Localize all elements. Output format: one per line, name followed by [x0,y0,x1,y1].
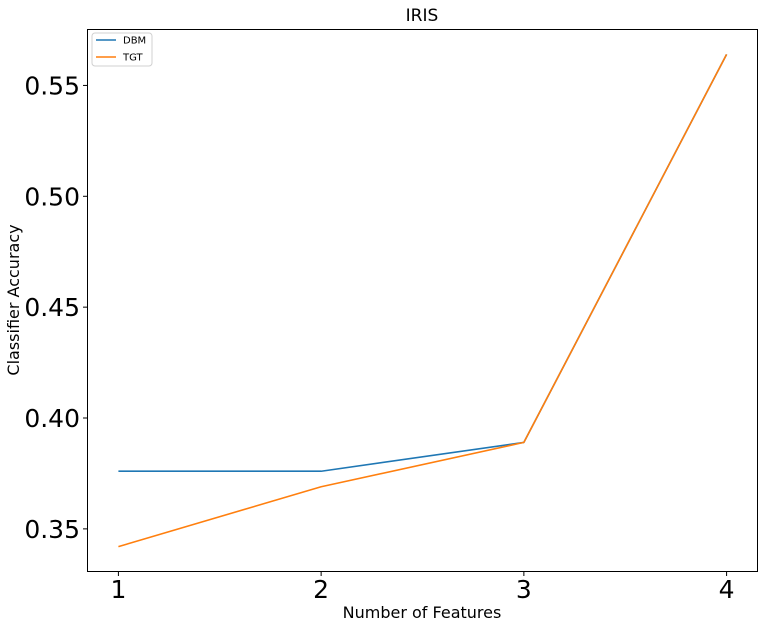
legend: DBM TGT [91,32,153,67]
chart-title: IRIS [406,6,439,26]
legend-label-dbm: DBM [123,36,146,47]
y-tick-label: 0.50 [24,182,80,211]
x-tick-label: 3 [516,575,532,604]
series-lines [118,54,728,548]
x-tick-label: 4 [719,575,735,604]
y-tick-label: 0.35 [24,515,80,544]
y-axis-ticks: 0.35 0.40 0.45 0.50 0.55 [24,71,88,544]
series-line-tgt [118,54,728,548]
y-axis-label: Classifier Accuracy [4,224,23,375]
plot-frame [87,29,758,572]
legend-label-tgt: TGT [122,53,144,64]
x-tick-label: 1 [110,575,126,604]
x-tick-label: 2 [313,575,329,604]
y-tick-label: 0.40 [24,404,80,433]
y-tick-label: 0.55 [24,71,80,100]
y-tick-label: 0.45 [24,293,80,322]
x-axis-label: Number of Features [343,603,502,622]
